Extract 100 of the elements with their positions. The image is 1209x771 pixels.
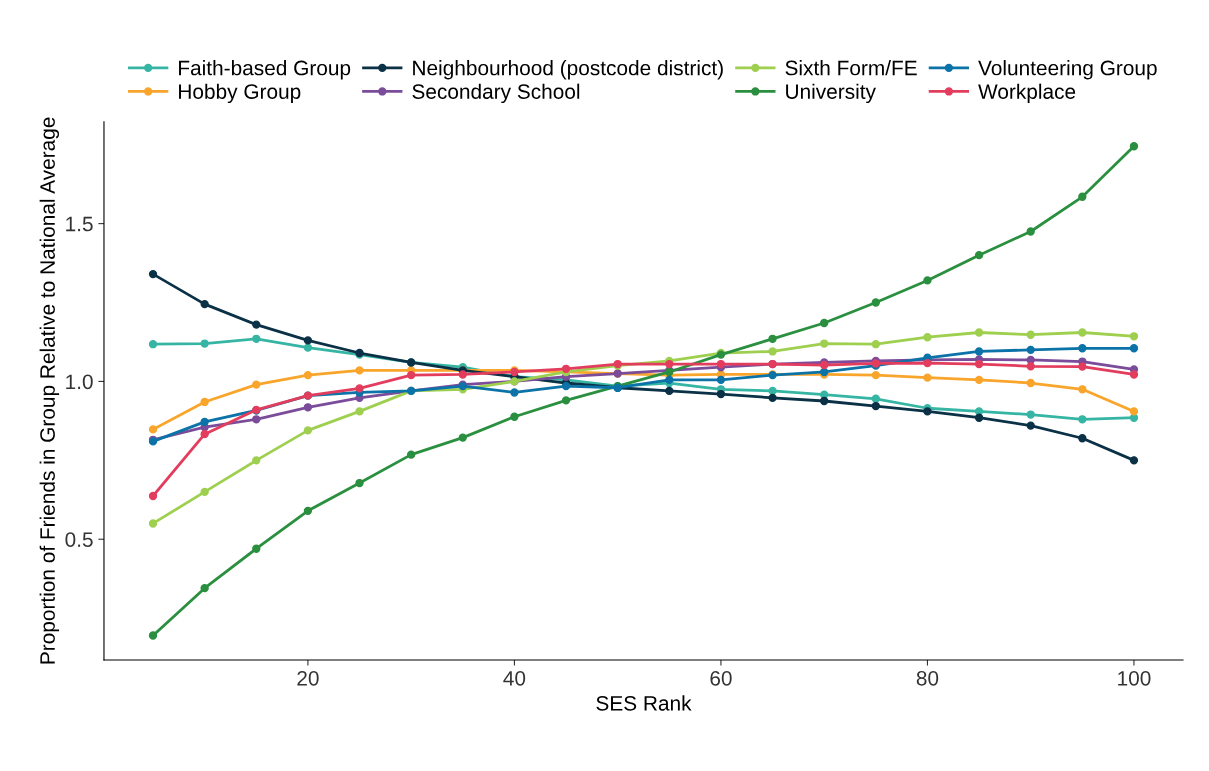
legend-label: Sixth Form/FE: [785, 60, 917, 76]
point: [148, 340, 158, 349]
point: [1129, 407, 1139, 416]
point: [148, 425, 158, 434]
point: [1078, 362, 1087, 371]
point: [1078, 434, 1087, 443]
point: [510, 388, 519, 397]
point: [1129, 142, 1139, 151]
point: [1026, 378, 1035, 388]
point: [1078, 415, 1087, 424]
point: [1078, 344, 1087, 353]
point: [148, 269, 158, 279]
point: [716, 389, 726, 399]
point: [148, 491, 158, 501]
point: [820, 339, 829, 348]
point: [200, 429, 209, 439]
point: [303, 343, 313, 352]
legend-label: Volunteering Group: [978, 60, 1157, 80]
point: [200, 417, 209, 426]
point: [200, 339, 209, 348]
point: [1129, 332, 1139, 341]
point: [252, 415, 261, 424]
point: [458, 433, 467, 442]
point: [1078, 328, 1087, 337]
point: [871, 340, 880, 349]
point: [1129, 370, 1139, 379]
point: [148, 519, 158, 528]
point: [406, 370, 416, 380]
point: [303, 426, 313, 435]
x-tick-label: 20: [297, 670, 319, 686]
point: [561, 396, 571, 405]
point: [303, 506, 313, 516]
point: [1129, 344, 1139, 353]
point: [252, 544, 261, 553]
point: [1129, 456, 1139, 465]
point: [974, 328, 984, 337]
y-tick-label: 1.5: [66, 216, 93, 232]
point: [974, 413, 984, 422]
y-tick-label: 0.5: [65, 532, 93, 547]
point: [871, 401, 880, 411]
point: [252, 380, 261, 389]
legend-label: Workplace: [978, 83, 1076, 104]
point: [974, 251, 984, 260]
point: [820, 396, 829, 406]
point: [200, 299, 209, 309]
point: [1026, 330, 1035, 339]
point: [355, 366, 364, 375]
point: [458, 370, 467, 379]
point: [768, 386, 777, 396]
legend-label: Faith-based Group: [179, 60, 351, 80]
point: [1026, 421, 1035, 430]
point: [200, 584, 209, 593]
point: [1078, 192, 1087, 201]
legend-label: Hobby Group: [179, 83, 301, 104]
point: [303, 336, 313, 345]
point: [355, 478, 364, 488]
point: [200, 397, 209, 407]
legend-label: Secondary School: [412, 83, 580, 104]
point: [974, 359, 984, 369]
y-axis-title: Proportion of Friends in Group Relative to National Average: [39, 117, 60, 664]
point: [1026, 362, 1035, 371]
point: [355, 384, 364, 393]
point: [871, 394, 880, 403]
point: [820, 318, 829, 328]
point: [355, 407, 364, 416]
point: [252, 334, 261, 343]
point: [1129, 413, 1139, 422]
x-tick-label: 100: [1118, 670, 1151, 686]
point: [974, 375, 984, 385]
point: [252, 320, 261, 329]
point: [923, 333, 932, 342]
point: [561, 364, 571, 373]
point: [303, 370, 313, 380]
point: [716, 375, 726, 385]
point: [871, 298, 880, 307]
point: [406, 450, 416, 459]
x-tick-label: 60: [710, 670, 732, 686]
point: [974, 347, 984, 356]
point: [252, 456, 261, 465]
point: [923, 276, 932, 285]
point: [303, 403, 313, 412]
point: [974, 407, 984, 416]
point: [1026, 345, 1035, 355]
point: [148, 631, 158, 640]
legend-label: University: [786, 83, 876, 104]
y-tick-label: 1.0: [66, 374, 93, 390]
legend-label: Neighbourhood (postcode district): [413, 60, 723, 80]
x-axis-title: SES Rank: [596, 695, 692, 711]
x-tick-label: 40: [503, 670, 526, 686]
point: [768, 393, 777, 403]
point: [768, 334, 777, 343]
point: [510, 412, 519, 421]
point: [768, 347, 777, 356]
point: [716, 359, 726, 369]
point: [923, 373, 932, 382]
point: [1026, 227, 1035, 236]
point: [200, 487, 209, 497]
point: [1026, 410, 1035, 419]
x-tick-label: 80: [916, 670, 939, 686]
point: [1078, 385, 1087, 394]
